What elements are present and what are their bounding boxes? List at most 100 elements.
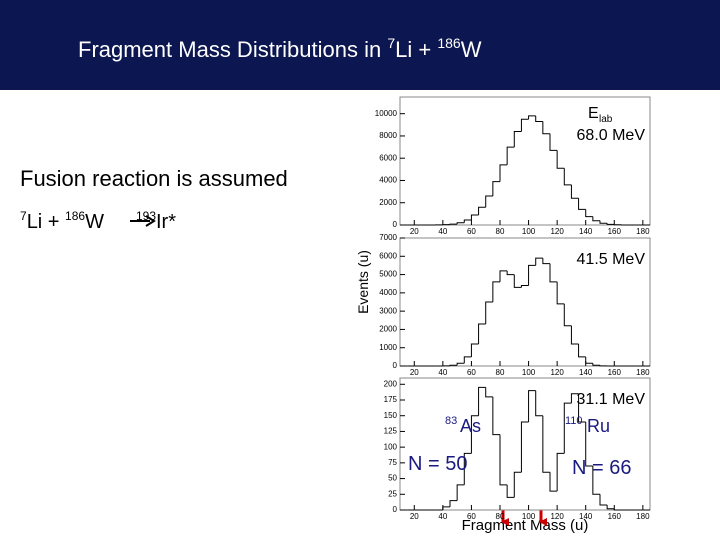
histogram-bin [492, 181, 500, 197]
note: Fusion reaction is assumed [20, 166, 288, 191]
histogram-bin [556, 281, 565, 305]
histogram-bin [542, 415, 550, 473]
y-tick-label: 175 [384, 395, 398, 404]
y-tick-label: 150 [384, 411, 398, 420]
text: Ir* [156, 211, 176, 233]
histogram-bin [506, 484, 515, 498]
x-tick-label: 40 [438, 227, 447, 236]
histogram-bin [599, 494, 608, 506]
histogram-bin [585, 209, 593, 218]
histogram-bin [449, 364, 458, 366]
histogram-bin [456, 484, 465, 501]
histogram-bin [563, 303, 572, 327]
y-tick-label: 8000 [379, 131, 397, 140]
isotope-mass: 83 [445, 415, 457, 427]
histogram-bin [570, 184, 579, 199]
histogram-bin [556, 150, 565, 169]
histogram-bin [499, 164, 508, 182]
title-text: Li + [395, 37, 437, 62]
y-tick-label: 125 [384, 427, 398, 436]
histogram-bin [499, 270, 508, 282]
title-text: W [461, 37, 482, 62]
histogram-bin [585, 422, 593, 467]
histogram-bin [506, 146, 515, 165]
x-tick-label: 80 [496, 368, 505, 377]
y-tick-label: 10000 [375, 109, 398, 118]
histogram-bin [563, 402, 572, 454]
histogram-bin [520, 421, 529, 473]
histogram-bin [599, 365, 608, 367]
y-axis-label: Events (u) [355, 250, 371, 314]
x-tick-label: 60 [467, 368, 476, 377]
histogram-bin [442, 506, 450, 510]
histogram-bin [570, 325, 579, 345]
y-tick-label: 6000 [379, 153, 397, 162]
histogram-bin [470, 214, 479, 220]
histogram-bin [478, 323, 486, 345]
histogram-bin [592, 363, 600, 366]
x-tick-label: 80 [496, 227, 505, 236]
y-tick-label: 5000 [379, 270, 397, 279]
histogram-bin [485, 301, 493, 324]
plot-frame [399, 377, 651, 511]
histogram-bin [513, 471, 522, 498]
x-tick-label: 100 [522, 227, 536, 236]
y-tick-label: 4000 [379, 176, 397, 185]
x-tick-label: 40 [438, 512, 447, 521]
y-tick-label: 3000 [379, 306, 397, 315]
plot-frame [399, 237, 651, 367]
energy-symbol: E [588, 105, 599, 122]
x-tick-label: 120 [550, 512, 564, 521]
x-tick-label: 20 [410, 227, 419, 236]
title-sup: 186 [437, 35, 461, 51]
histogram-bin [463, 356, 472, 364]
histogram-bin [456, 362, 465, 366]
y-tick-label: 1000 [379, 343, 397, 352]
histogram-bin [549, 263, 558, 283]
histogram-bin [556, 452, 565, 492]
title-bar [0, 0, 720, 90]
histogram-bin [528, 390, 536, 422]
histogram-bin [535, 390, 543, 417]
histogram-bin [470, 343, 479, 357]
histogram-bin [456, 222, 465, 225]
y-tick-label: 0 [393, 361, 398, 370]
x-tick-label: 140 [579, 368, 593, 377]
sup: 7 [20, 209, 27, 223]
x-tick-label: 40 [438, 368, 447, 377]
x-tick-label: 180 [636, 368, 650, 377]
x-tick-label: 180 [636, 227, 650, 236]
histogram-bin [585, 356, 593, 364]
histogram-bin [592, 216, 600, 222]
shell-label: N = 66 [572, 457, 631, 479]
histogram-bin [528, 115, 536, 120]
histogram-bin [542, 258, 550, 265]
sup: 186 [65, 209, 85, 223]
histogram-bin [606, 504, 615, 510]
histogram-bin [563, 168, 572, 186]
histogram-bin [535, 257, 543, 266]
histogram-bin [492, 396, 500, 436]
y-tick-label: 6000 [379, 251, 397, 260]
histogram-bin [463, 219, 472, 223]
y-tick-label: 2000 [379, 325, 397, 334]
energy-label: 41.5 MeV [577, 251, 646, 268]
y-tick-label: 200 [384, 379, 398, 388]
isotope-element: As [460, 416, 481, 436]
x-tick-label: 140 [579, 227, 593, 236]
histogram-bin [578, 393, 586, 423]
x-tick-label: 100 [522, 512, 536, 521]
histogram-bin [528, 264, 536, 286]
histogram-bin [592, 466, 600, 495]
histogram-bin [470, 415, 479, 454]
histogram-bin [549, 472, 558, 492]
y-tick-label: 4000 [379, 288, 397, 297]
histogram-bin [478, 206, 486, 215]
histogram-bin [499, 434, 508, 486]
histogram-bin [578, 198, 586, 210]
y-tick-label: 2000 [379, 198, 397, 207]
histogram-bin [449, 500, 458, 507]
text: Li + [27, 211, 65, 233]
title-sup: 7 [387, 35, 395, 51]
